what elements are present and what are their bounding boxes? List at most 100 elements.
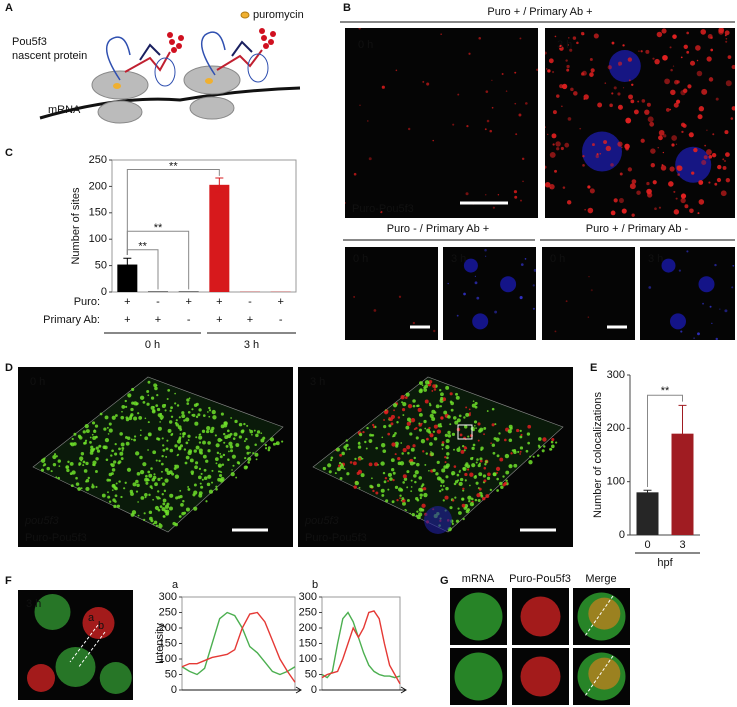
signal-dot	[500, 485, 504, 489]
signal-dot	[514, 71, 517, 74]
signal-dot	[708, 155, 713, 159]
signal-dot	[528, 460, 533, 465]
signal-dot	[131, 401, 135, 405]
signal-dot	[652, 57, 655, 60]
signal-dot	[384, 477, 388, 480]
signal-dot	[675, 197, 678, 200]
line-series	[321, 611, 401, 679]
signal-dot	[549, 447, 553, 451]
signal-dot	[556, 94, 560, 98]
signal-dot	[411, 512, 415, 517]
signal-dot	[613, 198, 618, 203]
signal-dot	[185, 441, 189, 445]
signal-dot	[631, 213, 635, 217]
signal-dot	[179, 433, 182, 435]
signal-dot	[159, 412, 163, 416]
signal-dot	[208, 406, 211, 410]
signal-dot	[465, 192, 469, 196]
nucleus	[582, 131, 622, 172]
nascent-chain	[105, 31, 226, 81]
signal-dot	[157, 437, 161, 441]
signal-dot	[410, 447, 415, 452]
signal-dot	[91, 433, 94, 436]
signal-dot	[597, 102, 603, 108]
signal-dot	[116, 504, 120, 508]
micrograph	[542, 247, 635, 340]
profile-line	[69, 624, 99, 663]
micrograph	[345, 247, 438, 340]
signal-dot	[476, 493, 481, 498]
y-tick-label: 200	[607, 422, 625, 434]
signal-dot	[381, 85, 385, 89]
signal-dot	[472, 429, 475, 432]
signal-dot	[524, 258, 527, 260]
signal-dot	[156, 407, 161, 412]
signal-dot	[392, 471, 396, 475]
signal-dot	[146, 389, 150, 393]
signal-dot	[483, 433, 485, 436]
signal-dot	[406, 486, 409, 489]
signal-dot	[155, 524, 159, 527]
signal-dot	[175, 423, 179, 427]
signal-dot	[423, 487, 427, 491]
signal-dot	[208, 409, 212, 412]
signal-dot	[394, 485, 399, 489]
micrograph	[573, 588, 630, 645]
signal-dot	[532, 307, 535, 310]
image-label: 0 h	[550, 253, 565, 265]
signal-dot	[144, 417, 147, 420]
signal-dot	[436, 476, 441, 481]
signal-dot	[520, 199, 522, 202]
signal-dot	[165, 447, 169, 451]
signal-dot	[157, 477, 161, 482]
signal-dot	[352, 461, 357, 466]
bar	[117, 264, 138, 292]
image-content	[520, 656, 561, 697]
signal-dot	[458, 481, 463, 486]
signal-dot	[449, 392, 453, 396]
signal-dot	[498, 432, 501, 435]
signal-dot	[589, 188, 595, 194]
signal-dot	[465, 412, 470, 417]
image-content	[447, 248, 536, 330]
signal-dot	[715, 97, 719, 101]
signal-dot	[89, 440, 92, 444]
signal-dot	[142, 462, 147, 467]
schematic	[39, 11, 301, 124]
signal-dot	[566, 68, 570, 72]
nucleus	[454, 652, 503, 701]
signal-dot	[195, 445, 200, 450]
y-tick-label: 150	[89, 207, 107, 219]
signal-dot	[137, 412, 140, 415]
signal-dot	[198, 448, 203, 453]
channel-label: Puro-Pou5f3	[305, 532, 367, 544]
signal-dot	[413, 456, 416, 460]
signal-dot	[471, 463, 476, 468]
signal-dot	[665, 108, 670, 112]
signal-dot	[466, 124, 469, 128]
signal-dot	[484, 248, 487, 252]
signal-dot	[549, 151, 556, 158]
line-series	[181, 611, 296, 676]
signal-dot	[130, 512, 135, 517]
signal-dot	[245, 437, 248, 441]
signal-dot	[583, 94, 589, 100]
signal-dot	[112, 484, 115, 488]
bar	[178, 291, 199, 292]
image-label: 3 h	[648, 253, 663, 265]
signal-dot	[193, 403, 198, 408]
signal-dot	[684, 204, 689, 209]
signal-dot	[706, 56, 712, 62]
signal-dot	[360, 473, 365, 478]
signal-dot	[46, 466, 50, 471]
volume-top	[32, 376, 284, 533]
signal-dot	[339, 476, 343, 480]
image-content	[554, 275, 593, 333]
signal-dot	[419, 493, 423, 497]
signal-dot	[120, 457, 124, 460]
nucleus	[661, 258, 676, 273]
signal-dot	[260, 432, 263, 435]
loop	[154, 57, 176, 87]
nucleus	[424, 506, 452, 534]
signal-dot	[519, 296, 523, 300]
